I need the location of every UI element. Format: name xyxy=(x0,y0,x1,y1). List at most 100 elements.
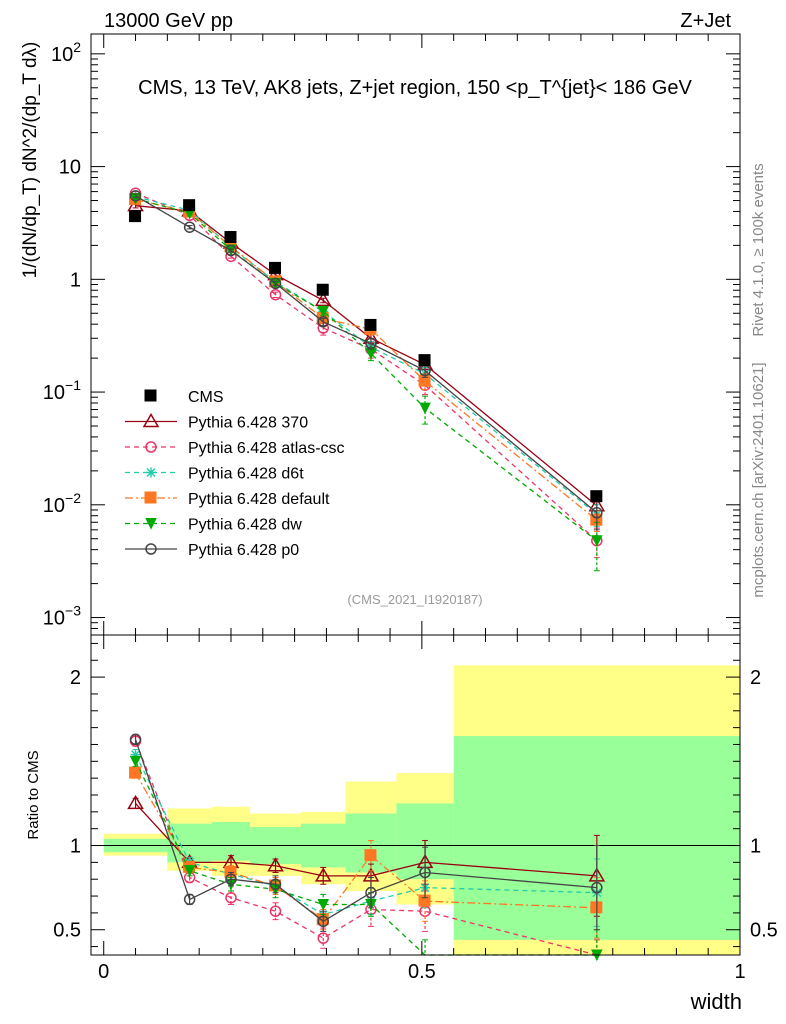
ratio-line xyxy=(135,802,597,877)
main-data-point xyxy=(364,318,377,331)
main-axis-ticks: 10−3 10−2 10−1 1 10 102 xyxy=(43,34,741,636)
ratio-point xyxy=(267,857,284,872)
main-y-tick-label: 10−3 xyxy=(43,603,81,630)
main-y-tick-label: 102 xyxy=(51,39,81,66)
legend-marker xyxy=(142,413,160,428)
main-point xyxy=(314,291,332,307)
ratio-point xyxy=(317,898,330,911)
main-y-tick-label: 1 xyxy=(70,269,81,291)
legend-marker xyxy=(144,491,157,504)
legend-item: Pythia 6.428 default xyxy=(125,491,330,508)
main-point xyxy=(317,316,329,328)
legend-marker xyxy=(145,441,157,453)
ratio-series xyxy=(127,733,606,962)
legend-item: CMS xyxy=(144,389,224,406)
main-line xyxy=(135,192,598,542)
rivet-side-label: Rivet 4.1.0, ≥ 100k events xyxy=(750,163,767,336)
ratio-point xyxy=(130,749,141,760)
legend-label: CMS xyxy=(188,389,224,406)
main-y-tick-label: 10−1 xyxy=(43,377,81,404)
ratio-point xyxy=(183,865,196,877)
analysis-watermark: (CMS_2021_I1920187) xyxy=(347,592,482,607)
main-title: CMS, 13 TeV, AK8 jets, Z+jet region, 150… xyxy=(138,77,692,99)
ratio-point xyxy=(129,766,142,779)
main-point xyxy=(365,337,377,350)
legend-item: Pythia 6.428 atlas-csc xyxy=(125,440,345,457)
legend-item: Pythia 6.428 d6t xyxy=(125,466,304,483)
legend-label: Pythia 6.428 atlas-csc xyxy=(188,440,345,457)
main-y-axis-label: 1/(dN/dp_T) dN^2/(dp_T dλ) xyxy=(20,42,41,279)
legend-label: Pythia 6.428 370 xyxy=(188,415,308,432)
ratio-point xyxy=(419,866,431,879)
ratio-line xyxy=(134,740,597,956)
ratio-line xyxy=(134,761,597,956)
ratio-point xyxy=(225,873,237,885)
main-data-point xyxy=(183,199,196,212)
ratio-point xyxy=(591,881,603,894)
main-point xyxy=(225,244,237,257)
main-point xyxy=(129,190,142,202)
ratio-y-tick-label-right: 2 xyxy=(750,667,761,689)
main-data-point xyxy=(316,283,329,296)
x-tick-label: 1 xyxy=(734,961,745,983)
main-point xyxy=(129,193,142,205)
legend-label: Pythia 6.428 p0 xyxy=(188,542,299,559)
main-point xyxy=(269,288,282,301)
ratio-y-tick-label: 2 xyxy=(70,667,81,689)
main-point xyxy=(419,364,431,377)
main-line xyxy=(135,197,598,542)
main-data-point xyxy=(224,230,237,243)
main-point xyxy=(317,305,330,318)
ratio-point xyxy=(364,849,377,862)
ratio-point xyxy=(314,867,332,882)
legend-item: Pythia 6.428 p0 xyxy=(125,542,299,559)
main-y-tick-label: 10 xyxy=(59,157,81,179)
legend-item: Pythia 6.428 370 xyxy=(125,413,308,432)
header-right-label: Z+Jet xyxy=(680,10,731,32)
main-data-series-0 xyxy=(129,199,603,503)
main-y-tick-label: 10−2 xyxy=(43,490,81,517)
ratio-point xyxy=(269,905,282,917)
main-series-4 xyxy=(129,193,603,572)
ratio-point xyxy=(129,755,142,768)
ratio-y-tick-label: 1 xyxy=(70,836,81,858)
main-point xyxy=(183,221,196,233)
main-line xyxy=(135,196,598,516)
ratio-y-tick-label-right: 1 xyxy=(750,836,761,858)
legend-marker xyxy=(145,518,157,530)
main-data-point xyxy=(269,261,282,274)
x-tick-label: 0 xyxy=(98,961,109,983)
main-data-point xyxy=(418,354,431,367)
ratio-point xyxy=(129,733,142,746)
main-point xyxy=(269,277,282,290)
mcplots-side-label: mcplots.cern.ch [arXiv:2401.10621] xyxy=(750,362,767,597)
ratio-axis-ticks: 0.5 0.51 12 20 0.5 1 xyxy=(53,635,778,983)
ratio-series-5 xyxy=(129,733,603,932)
main-data-point xyxy=(129,210,142,223)
ratio-point xyxy=(317,915,329,928)
legend-label: Pythia 6.428 default xyxy=(188,491,330,508)
legend-marker xyxy=(145,543,157,555)
legend-marker xyxy=(146,467,156,478)
ratio-point xyxy=(365,886,377,899)
main-series-5 xyxy=(129,190,603,531)
legend-marker xyxy=(144,389,157,402)
main-point xyxy=(591,535,603,547)
x-axis-label: width xyxy=(690,989,742,1014)
ratio-line xyxy=(134,739,597,923)
ratio-point xyxy=(225,891,237,904)
main-data-point xyxy=(590,490,603,503)
legend-label: Pythia 6.428 dw xyxy=(188,517,302,534)
main-line xyxy=(135,205,598,507)
header-left-label: 13000 GeV pp xyxy=(104,10,233,32)
ratio-line xyxy=(134,754,597,916)
ratio-y-axis-label: Ratio to CMS xyxy=(25,750,42,839)
ratio-point xyxy=(127,794,144,810)
main-series xyxy=(127,187,606,572)
ratio-point xyxy=(269,878,282,891)
legend: CMS Pythia 6.428 370 Pythia 6.428 atlas-cs… xyxy=(125,389,345,559)
main-line xyxy=(135,198,598,521)
legend-label: Pythia 6.428 d6t xyxy=(188,466,304,483)
main-line xyxy=(135,195,598,514)
